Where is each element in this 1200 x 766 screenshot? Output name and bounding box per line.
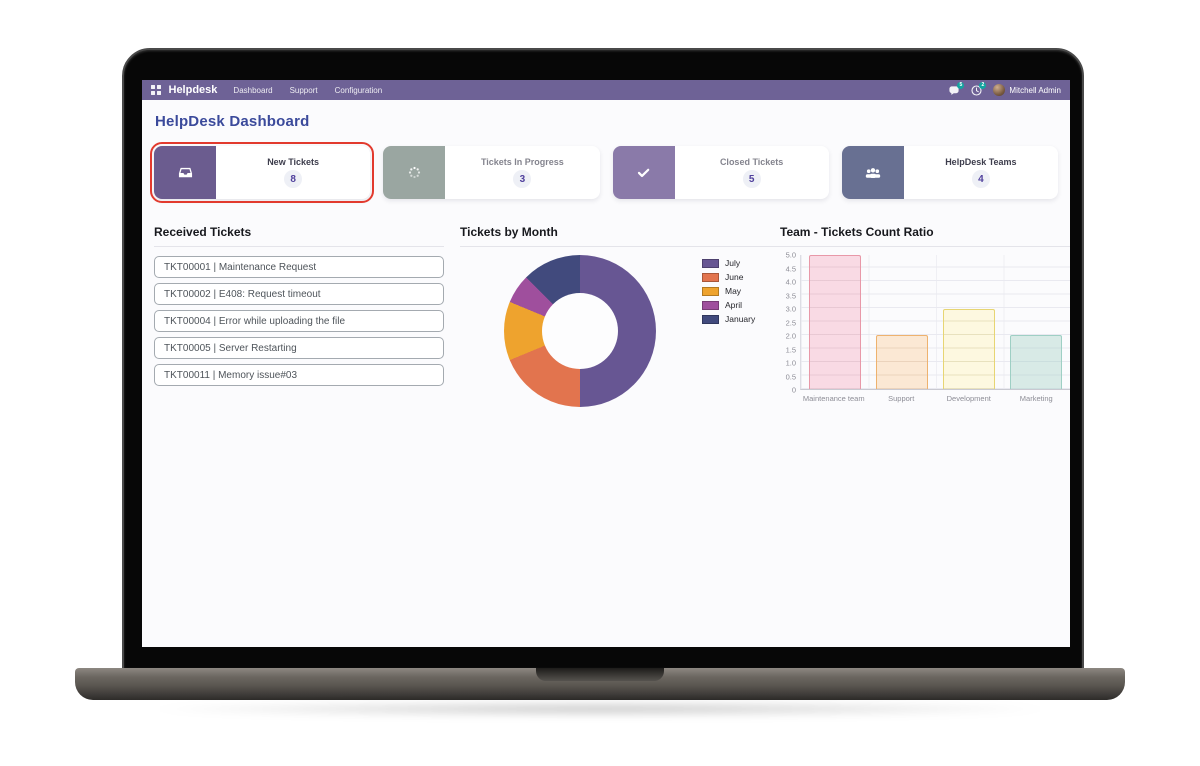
legend-swatch [702, 286, 719, 296]
activities-badge: 2 [979, 81, 987, 89]
y-tick-label: 4.0 [785, 277, 796, 287]
nav-item-configuration[interactable]: Configuration [334, 85, 383, 95]
legend-item[interactable]: April [702, 300, 755, 310]
tickets-by-month-title: Tickets by Month [460, 225, 780, 247]
donut-chart[interactable] [504, 255, 656, 407]
avatar [993, 84, 1006, 96]
legend-swatch [702, 272, 719, 282]
user-name: Mitchell Admin [1009, 85, 1061, 95]
legend-swatch [702, 314, 719, 324]
y-tick-label: 1.5 [785, 345, 796, 354]
kpi-label: New Tickets [267, 157, 320, 167]
nav-item-dashboard[interactable]: Dashboard [233, 85, 273, 95]
y-tick-label: 0 [791, 385, 796, 395]
user-menu[interactable]: Mitchell Admin [993, 84, 1061, 96]
legend-swatch [702, 300, 719, 310]
nav-item-support[interactable]: Support [289, 85, 318, 95]
laptop-lid: Helpdesk Dashboard Support Configuration… [122, 48, 1084, 670]
kpi-label: HelpDesk Teams [945, 157, 1017, 167]
messages-badge: 5 [957, 81, 965, 89]
laptop-notch [536, 668, 664, 681]
received-tickets-title: Received Tickets [154, 225, 444, 247]
kpi-label: Tickets In Progress [480, 157, 564, 167]
kpi-card-tickets-in-progress[interactable]: Tickets In Progress 3 [383, 146, 600, 199]
y-tick-label: 3.0 [785, 304, 796, 314]
inbox-icon [154, 146, 216, 199]
messages-icon[interactable]: 5 [948, 81, 965, 96]
kpi-value-badge: 5 [742, 170, 761, 188]
legend-item[interactable]: May [702, 286, 755, 296]
apps-grid-icon[interactable] [151, 85, 161, 95]
kpi-card-new-tickets[interactable]: New Tickets 8 [149, 142, 375, 203]
top-navbar: Helpdesk Dashboard Support Configuration… [142, 80, 1070, 100]
kpi-value-badge: 3 [513, 170, 532, 188]
y-tick-label: 2.5 [785, 318, 796, 327]
users-icon [841, 146, 904, 199]
x-label: Marketing [1019, 394, 1053, 403]
activities-clock-icon[interactable]: 2 [971, 81, 987, 96]
dashboard-sections: Received Tickets TKT00001 | Maintenance … [142, 225, 1070, 407]
laptop-shadow [140, 701, 1060, 717]
kpi-value-badge: 4 [971, 170, 990, 188]
nav-menu: Dashboard Support Configuration [233, 86, 382, 95]
legend-item[interactable]: July [702, 258, 755, 268]
ticket-item[interactable]: TKT00001 | Maintenance Request [154, 256, 444, 278]
x-label: Support [888, 394, 915, 403]
legend-item[interactable]: January [702, 314, 755, 324]
laptop-base [75, 668, 1125, 700]
x-label: Maintenance team [802, 394, 865, 403]
donut-legend: July June May April January [702, 258, 755, 328]
x-axis: Maintenance team Support Development Mar… [800, 390, 1070, 403]
x-label: Development [946, 394, 991, 403]
y-tick-label: 0.5 [785, 372, 796, 381]
kpi-card-helpdesk-teams[interactable]: HelpDesk Teams 4 [841, 146, 1058, 199]
bar-development[interactable] [943, 308, 996, 389]
y-tick-label: 3.5 [785, 291, 796, 300]
bar-support[interactable] [875, 335, 928, 389]
y-tick-label: 5.0 [785, 250, 796, 260]
legend-item[interactable]: June [702, 272, 755, 282]
kpi-value-badge: 8 [284, 170, 303, 188]
kpi-card-closed-tickets[interactable]: Closed Tickets 5 [612, 146, 829, 199]
team-tickets-ratio-panel: Team - Tickets Count Ratio 5.0 4.5 4.0 3.5 3… [780, 225, 1070, 407]
app-name[interactable]: Helpdesk [168, 84, 218, 96]
page-title: HelpDesk Dashboard [155, 113, 310, 130]
ticket-item[interactable]: TKT00004 | Error while uploading the fil… [154, 310, 444, 332]
ticket-item[interactable]: TKT00011 | Memory issue#03 [154, 364, 444, 386]
bar-marketing[interactable] [1010, 335, 1063, 389]
screen: Helpdesk Dashboard Support Configuration… [142, 80, 1070, 647]
y-tick-label: 1.0 [785, 358, 796, 368]
bar-chart-plot [800, 255, 1070, 390]
team-tickets-ratio-title: Team - Tickets Count Ratio [780, 225, 1070, 247]
received-tickets-panel: Received Tickets TKT00001 | Maintenance … [154, 225, 444, 407]
ticket-item[interactable]: TKT00005 | Server Restarting [154, 337, 444, 359]
tickets-by-month-panel: Tickets by Month July June May April Jan… [460, 225, 780, 407]
y-tick-label: 4.5 [785, 264, 796, 273]
ticket-item[interactable]: TKT00002 | E408: Request timeout [154, 283, 444, 305]
legend-swatch [702, 258, 719, 268]
y-axis: 5.0 4.5 4.0 3.5 3.0 2.5 2.0 1.5 1.0 0.5 0 [780, 251, 800, 395]
spinner-icon [383, 146, 446, 199]
y-tick-label: 2.0 [785, 331, 796, 341]
kpi-label: Closed Tickets [719, 157, 784, 167]
ticket-list: TKT00001 | Maintenance Request TKT00002 … [154, 256, 444, 386]
check-icon [612, 146, 675, 199]
kpi-cards-row: New Tickets 8 Tickets In Progress 3 [142, 130, 1070, 203]
bar-maintenance-team[interactable] [808, 255, 861, 389]
